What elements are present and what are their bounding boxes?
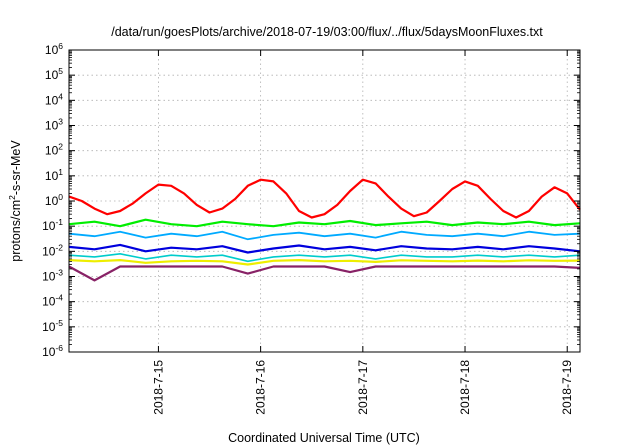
x-axis-label: Coordinated Universal Time (UTC)	[228, 431, 420, 445]
x-tick-label: 2018-7-19	[560, 360, 574, 415]
y-tick-label: 103	[45, 117, 63, 133]
x-tick-label: 2018-7-17	[356, 360, 370, 415]
y-tick-label: 10-1	[42, 217, 63, 233]
y-tick-label: 10-3	[42, 268, 63, 284]
series-lines	[68, 178, 581, 282]
y-axis-ticks: 10-6 10-5 10-4 10-3 10-2 10-1 100 101 102 103 104 1…	[42, 41, 580, 359]
y-tick-label: 10-6	[42, 343, 63, 359]
series-line	[68, 178, 581, 219]
y-axis-label-pre: protons/cm	[9, 200, 23, 262]
chart-title: /data/run/goesPlots/archive/2018-07-19/0…	[111, 25, 543, 39]
y-tick-label: 105	[45, 66, 63, 82]
series-line	[68, 253, 581, 263]
y-tick-label: 10-4	[42, 293, 63, 309]
x-tick-label: 2018-7-16	[254, 360, 268, 415]
y-tick-label: 101	[45, 167, 63, 183]
y-axis-label-sup: 2	[7, 195, 17, 200]
y-tick-label: 106	[45, 41, 63, 57]
y-tick-label: 102	[45, 142, 63, 158]
y-tick-label: 104	[45, 91, 63, 107]
x-tick-label: 2018-7-15	[151, 360, 165, 415]
x-tick-label: 2018-7-18	[458, 360, 472, 415]
y-axis-label-post: -s-sr-MeV	[9, 140, 23, 196]
y-tick-label: 10-2	[42, 242, 63, 258]
series-line	[68, 230, 581, 241]
series-line	[68, 243, 581, 254]
series-line	[68, 259, 581, 266]
y-axis-label: protons/cm2-s-sr-MeV	[7, 140, 23, 262]
grid-lines	[69, 50, 580, 352]
series-line	[68, 218, 581, 228]
y-tick-label: 100	[45, 192, 63, 208]
x-axis-ticks: 2018-7-15 2018-7-16 2018-7-17 2018-7-18 2018…	[151, 50, 574, 415]
series-line	[68, 265, 581, 282]
y-tick-label: 10-5	[42, 318, 63, 334]
